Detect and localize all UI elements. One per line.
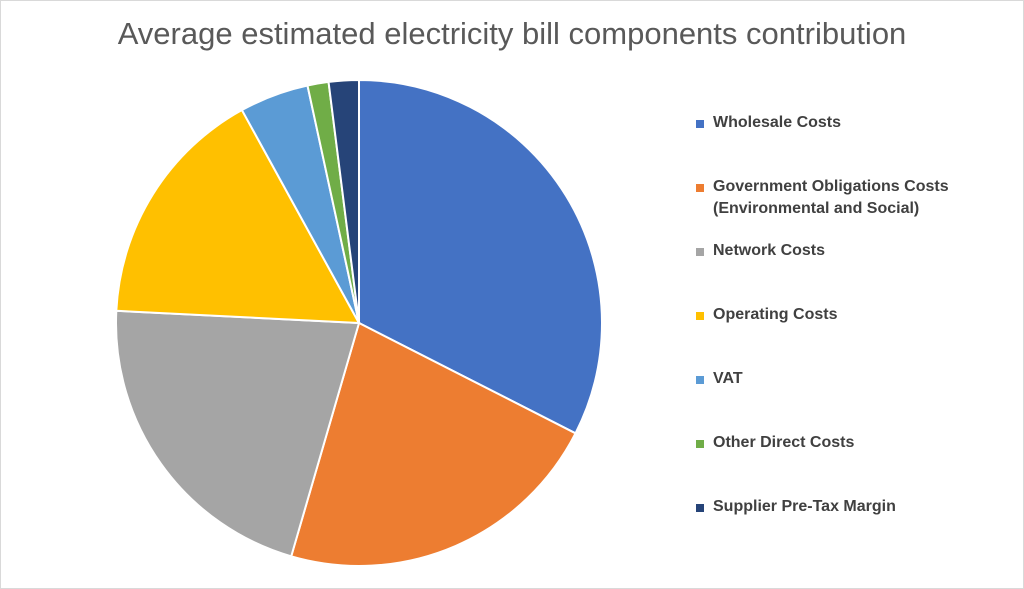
pie-slice-wholesale-costs bbox=[358, 78, 604, 435]
legend-label: Supplier Pre-Tax Margin bbox=[713, 498, 896, 515]
pie-slice-network-costs bbox=[115, 309, 361, 558]
legend-swatch bbox=[696, 184, 704, 192]
chart-title: Average estimated electricity bill compo… bbox=[117, 16, 907, 51]
legend-swatch bbox=[696, 312, 704, 320]
legend-swatch bbox=[696, 120, 704, 128]
legend-swatch bbox=[696, 440, 704, 448]
pie-slice-government-obligations-costs-environmental-and-social bbox=[289, 321, 577, 567]
pie-slice-supplier-pre-tax-margin bbox=[327, 78, 360, 324]
legend-swatch bbox=[696, 376, 704, 384]
legend-label: VAT bbox=[713, 370, 743, 387]
legend-label: Wholesale Costs bbox=[713, 114, 842, 131]
legend-swatch bbox=[696, 248, 704, 256]
legend-label: Operating Costs bbox=[713, 306, 838, 323]
legend-label: Network Costs bbox=[713, 242, 826, 259]
pie-slice-operating-costs bbox=[115, 108, 361, 325]
legend-swatch bbox=[696, 504, 704, 512]
legend-label: Other Direct Costs bbox=[713, 434, 855, 451]
legend-label: Government Obligations Costs (Environmen… bbox=[713, 178, 949, 217]
